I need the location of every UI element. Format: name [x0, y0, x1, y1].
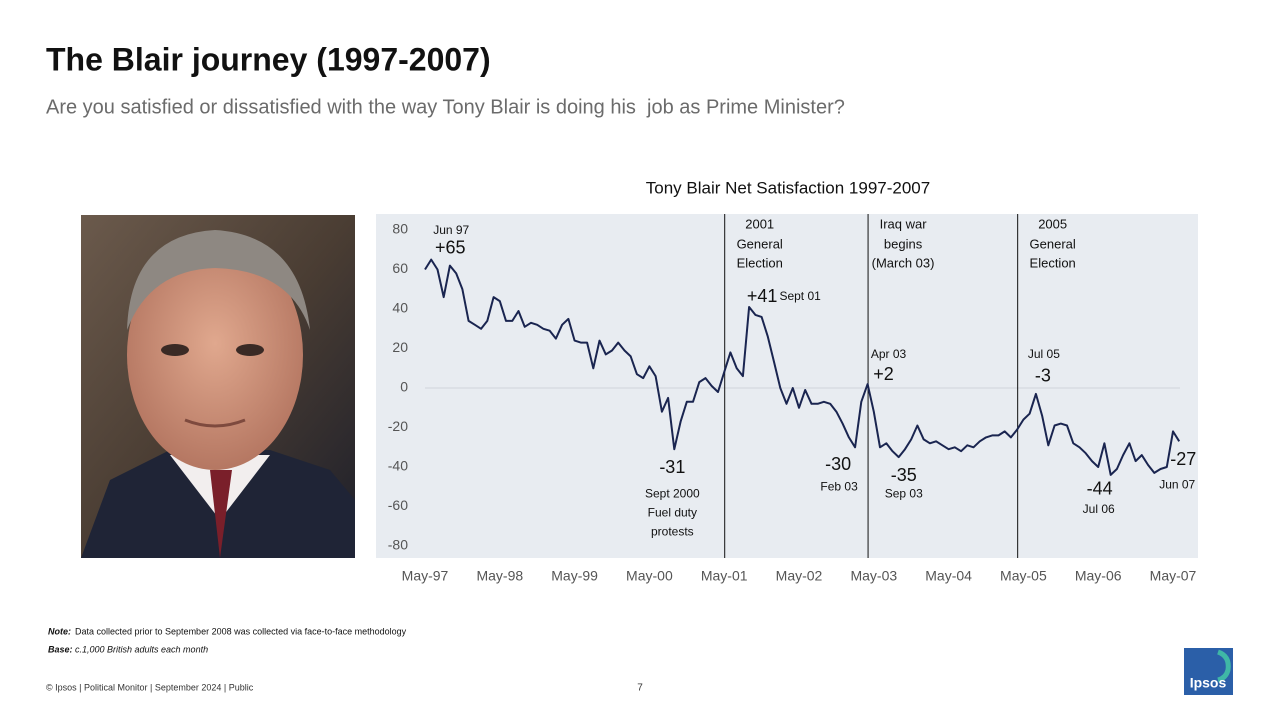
- data-label: -35: [891, 465, 917, 485]
- y-tick-label: -40: [388, 458, 408, 474]
- data-label: -31: [659, 457, 685, 477]
- data-label: -3: [1035, 366, 1051, 386]
- y-tick-label: 40: [392, 300, 408, 316]
- y-tick-label: -60: [388, 497, 408, 513]
- x-tick-label: May-03: [850, 568, 897, 584]
- point-note: Sept 01: [779, 289, 821, 303]
- point-note: Jul 06: [1083, 502, 1115, 516]
- footer: © Ipsos | Political Monitor | September …: [46, 682, 254, 692]
- data-label: +41: [747, 286, 778, 306]
- x-tick-label: May-97: [402, 568, 449, 584]
- x-tick-label: May-00: [626, 568, 673, 584]
- data-label: -44: [1087, 479, 1113, 499]
- point-note: Sept 2000: [645, 486, 700, 500]
- point-note: Sep 03: [885, 486, 923, 500]
- note-label: Note:: [48, 626, 71, 636]
- point-note: Fuel duty: [648, 505, 697, 519]
- x-tick-label: May-01: [701, 568, 748, 584]
- point-note: Jun 97: [433, 223, 469, 237]
- point-note: Jun 07: [1159, 477, 1195, 491]
- note: Data collected prior to September 2008 w…: [75, 626, 407, 636]
- y-tick-label: 80: [392, 221, 408, 237]
- event-label: (March 03): [872, 255, 935, 270]
- photo: [81, 215, 355, 558]
- y-tick-label: -20: [388, 418, 408, 434]
- event-label: 2001: [745, 216, 774, 231]
- base-label: Base:: [48, 644, 73, 654]
- x-tick-label: May-98: [476, 568, 523, 584]
- x-tick-label: May-06: [1075, 568, 1122, 584]
- series-line: [424, 258, 1181, 476]
- x-tick-label: May-04: [925, 568, 972, 584]
- point-note: Jul 05: [1028, 347, 1060, 361]
- event-label: General: [737, 236, 783, 251]
- event-label: Election: [737, 255, 783, 270]
- x-tick-label: May-99: [551, 568, 598, 584]
- chart-title: Tony Blair Net Satisfaction 1997-2007: [646, 178, 930, 197]
- page-number: 7: [637, 683, 643, 694]
- event-label: Election: [1030, 255, 1076, 270]
- slide-subtitle: Are you satisfied or dissatisfied with t…: [46, 96, 845, 118]
- event-label: begins: [884, 236, 923, 251]
- y-tick-label: 20: [392, 339, 408, 355]
- x-tick-label: May-05: [1000, 568, 1047, 584]
- data-label: -27: [1170, 449, 1196, 469]
- data-label: -30: [825, 454, 851, 474]
- event-label: General: [1030, 236, 1076, 251]
- event-label: 2005: [1038, 216, 1067, 231]
- point-note: protests: [651, 524, 694, 538]
- event-label: Iraq war: [880, 216, 928, 231]
- plot-area: [376, 214, 1198, 558]
- point-note: Feb 03: [820, 479, 858, 493]
- x-tick-label: May-07: [1150, 568, 1197, 584]
- logo: Ipsos: [1184, 648, 1233, 695]
- data-label: +65: [435, 237, 466, 257]
- chart: 80 60 40 20 0 -20 -40 -60 -80 May-97 May-98 May-99 M…: [388, 214, 1197, 584]
- y-tick-label: -80: [388, 537, 408, 553]
- base: c.1,000 British adults each month: [75, 644, 208, 654]
- x-tick-label: May-02: [776, 568, 823, 584]
- y-tick-label: 60: [392, 260, 408, 276]
- y-tick-label: 0: [400, 379, 408, 395]
- point-note: Apr 03: [871, 347, 907, 361]
- logo-text: Ipsos: [1190, 675, 1227, 691]
- data-label: +2: [873, 364, 894, 384]
- slide-title: The Blair journey (1997-2007): [46, 41, 491, 77]
